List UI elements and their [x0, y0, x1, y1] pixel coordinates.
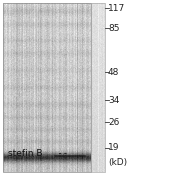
- Text: stefin B: stefin B: [8, 150, 42, 159]
- Text: 26: 26: [108, 118, 119, 127]
- Text: 19: 19: [108, 143, 120, 152]
- Text: --: --: [52, 150, 68, 159]
- Text: 48: 48: [108, 68, 119, 76]
- Bar: [91, 3, 105, 172]
- Text: 117: 117: [108, 3, 125, 12]
- Text: (kD): (kD): [108, 158, 127, 166]
- Text: 85: 85: [108, 24, 120, 33]
- Text: 34: 34: [108, 96, 119, 105]
- Bar: [3, 3, 91, 172]
